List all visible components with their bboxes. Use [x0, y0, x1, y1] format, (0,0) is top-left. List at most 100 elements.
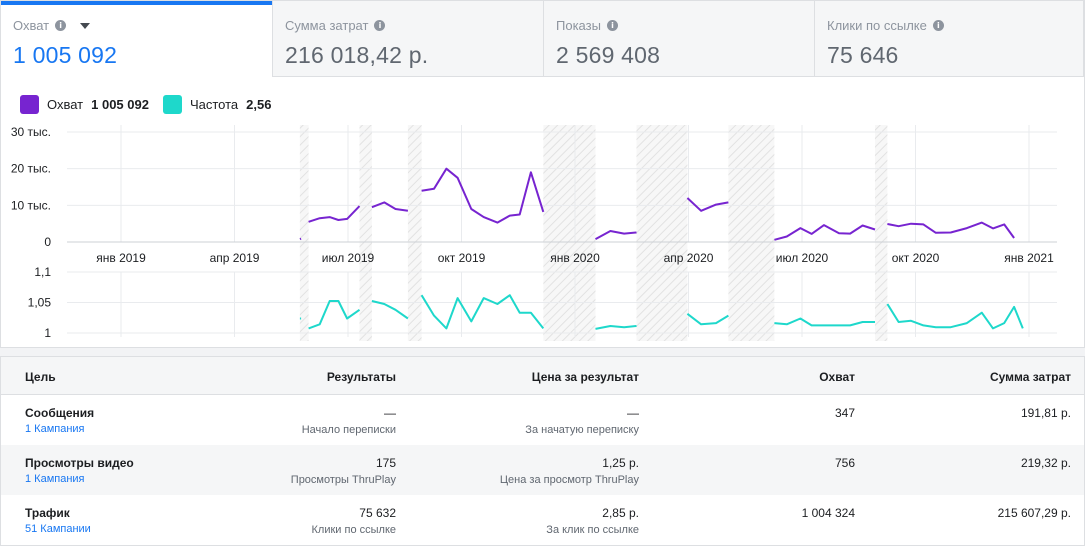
x-tick-label: окт 2020 [892, 251, 940, 265]
inactive-period [874, 125, 888, 341]
y-tick-label: 30 тыс. [11, 125, 51, 139]
reach-line [774, 224, 876, 241]
results-value: 75 632 [359, 506, 396, 520]
table-row: Просмотры видео 1 Кампания 175 Просмотры… [1, 445, 1084, 495]
campaigns-link[interactable]: 1 Кампания [25, 473, 85, 485]
header-cost-per-result[interactable]: Цена за результат [531, 370, 639, 384]
performance-chart: 30 тыс. 20 тыс. 10 тыс. 0 янв 2019 апр 2019 ию… [11, 125, 1057, 341]
info-icon[interactable]: i [932, 20, 944, 31]
cost-type: Цена за просмотр ThruPlay [499, 474, 639, 486]
legend-name: Частота [189, 97, 239, 112]
x-tick-label: июл 2019 [322, 251, 375, 265]
results-value: — [384, 406, 396, 420]
inactive-period [728, 125, 775, 341]
inactive-period [407, 125, 422, 341]
cost-value: — [627, 406, 639, 420]
x-tick-label: окт 2019 [438, 251, 486, 265]
frequency-line [686, 313, 729, 326]
y-tick-label: 1 [44, 326, 51, 340]
y-tick-label: 1,1 [34, 265, 51, 279]
campaigns-link[interactable]: 1 Кампания [25, 423, 85, 435]
legend-swatch-frequency [162, 95, 182, 114]
header-reach[interactable]: Охват [819, 370, 855, 384]
reach-line [595, 230, 637, 240]
info-icon[interactable]: i [55, 20, 67, 31]
tab-impressions-label: Показы [556, 18, 601, 33]
results-type: Просмотры ThruPlay [290, 474, 396, 486]
caret-down-icon[interactable] [80, 22, 91, 29]
tab-impressions-value: 2 569 408 [556, 42, 661, 68]
table-row: Сообщения 1 Кампания — Начало переписки … [1, 395, 1084, 445]
metric-tabs: Охват i 1 005 092 Сумма затрат i 216 018… [1, 1, 1085, 77]
frequency-line [308, 300, 361, 330]
reach-value: 1 004 324 [801, 506, 855, 520]
tab-reach-label: Охват [13, 18, 50, 33]
tab-reach-value: 1 005 092 [13, 42, 118, 68]
inactive-period [359, 125, 372, 341]
x-tick-label: июл 2020 [776, 251, 829, 265]
legend-value: 2,56 [246, 97, 272, 112]
y-tick-label: 1,05 [28, 296, 52, 310]
legend-value: 1 005 092 [91, 97, 149, 112]
header-spend[interactable]: Сумма затрат [989, 370, 1071, 384]
tab-spend[interactable]: Сумма затрат i 216 018,42 р. [273, 1, 544, 77]
reach-value: 347 [834, 406, 855, 420]
tab-link-clicks-label: Клики по ссылке [827, 18, 927, 33]
reach-line [421, 167, 545, 224]
header-goal[interactable]: Цель [25, 370, 56, 384]
inactive-period [636, 125, 688, 341]
reach-line [887, 221, 1015, 239]
tab-spend-value: 216 018,42 р. [285, 42, 429, 68]
x-tick-label: янв 2019 [96, 251, 146, 265]
results-table: Цель Результаты Цена за результат Охват … [0, 356, 1085, 546]
cost-type: За клик по ссылке [546, 524, 639, 536]
goal-name: Сообщения [25, 406, 95, 420]
legend-swatch-reach [20, 95, 39, 114]
header-results[interactable]: Результаты [326, 370, 396, 384]
inactive-period [299, 125, 309, 341]
chart-legend: Охват 1 005 092 Частота 2,56 [20, 95, 285, 114]
spend-value: 191,81 р. [1020, 406, 1071, 420]
tab-spend-label: Сумма затрат [285, 18, 369, 33]
spend-value: 215 607,29 р. [997, 506, 1071, 520]
frequency-line [371, 300, 409, 320]
cost-value: 2,85 р. [602, 506, 639, 520]
reach-value: 756 [834, 456, 855, 470]
spend-value: 219,32 р. [1020, 456, 1071, 470]
results-type: Клики по ссылке [311, 524, 397, 536]
x-tick-label: янв 2021 [1004, 251, 1054, 265]
y-tick-label: 20 тыс. [11, 162, 51, 176]
tab-link-clicks[interactable]: Клики по ссылке i 75 646 [815, 1, 1084, 77]
frequency-line [774, 317, 875, 327]
reach-line [371, 201, 409, 212]
table-row: Трафик 51 Кампании 75 632 Клики по ссылк… [1, 495, 1084, 545]
tab-link-clicks-value: 75 646 [827, 42, 899, 68]
legend-name: Охват [47, 97, 84, 112]
reach-line [308, 205, 361, 223]
x-tick-label: апр 2019 [210, 251, 260, 265]
cost-type: За начатую переписку [525, 424, 639, 436]
tab-reach[interactable]: Охват i 1 005 092 [1, 1, 273, 77]
frequency-line [595, 325, 637, 330]
y-tick-label: 10 тыс. [11, 198, 51, 212]
tab-impressions[interactable]: Показы i 2 569 408 [544, 1, 815, 77]
x-tick-label: янв 2020 [550, 251, 600, 265]
cost-value: 1,25 р. [602, 456, 639, 470]
info-icon[interactable]: i [374, 20, 386, 31]
reach-line [686, 197, 729, 212]
legend-item-frequency[interactable]: Частота 2,56 [162, 95, 272, 114]
results-type: Начало переписки [301, 424, 396, 436]
results-value: 175 [375, 456, 396, 470]
info-icon[interactable]: i [606, 20, 618, 31]
frequency-line [886, 303, 1024, 330]
goal-name: Просмотры видео [25, 456, 134, 470]
frequency-line [420, 294, 545, 330]
legend-item-reach[interactable]: Охват 1 005 092 [20, 95, 149, 114]
inactive-period [543, 125, 596, 341]
campaigns-link[interactable]: 51 Кампании [25, 523, 91, 535]
metrics-panel: Охват i 1 005 092 Сумма затрат i 216 018… [0, 0, 1085, 348]
y-tick-label: 0 [44, 235, 51, 249]
goal-name: Трафик [25, 506, 70, 520]
x-tick-label: апр 2020 [664, 251, 714, 265]
table-header: Цель Результаты Цена за результат Охват … [1, 357, 1084, 395]
